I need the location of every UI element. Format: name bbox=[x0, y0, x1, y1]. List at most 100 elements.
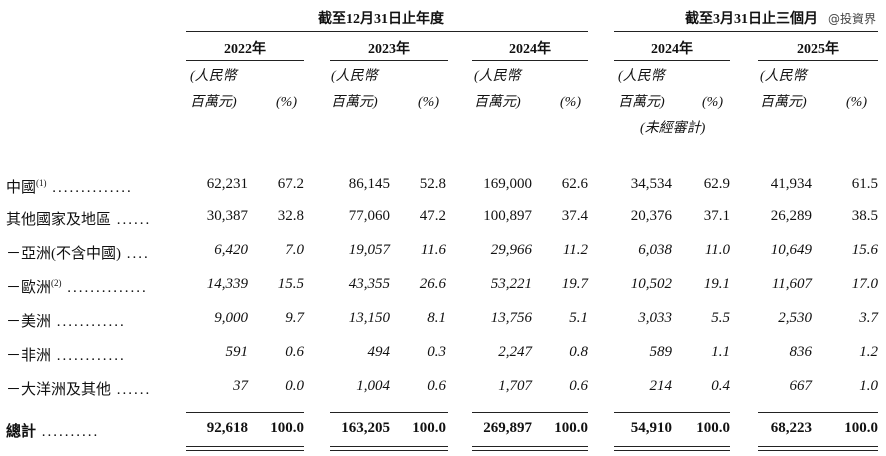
row-label: －大洋洲及其他 ...... bbox=[6, 378, 151, 399]
total-double-rule bbox=[614, 446, 730, 447]
row-label-text: －美洲 bbox=[6, 314, 52, 330]
total-row-label: 總計 .......... bbox=[6, 420, 99, 441]
column-year-header: 2023年 bbox=[368, 42, 410, 57]
amount-cell: 37 bbox=[233, 378, 248, 394]
column-year-rule bbox=[186, 60, 304, 61]
row-label: 中國(1) .............. bbox=[6, 176, 133, 197]
amount-cell: 2,530 bbox=[778, 310, 812, 326]
amount-cell: 214 bbox=[649, 378, 673, 394]
total-double-rule bbox=[472, 446, 588, 447]
percent-cell: 7.0 bbox=[285, 242, 304, 258]
percent-cell: 0.6 bbox=[569, 378, 588, 394]
row-label: －亞洲(不含中國) .... bbox=[6, 242, 150, 263]
row-label: 其他國家及地區 ...... bbox=[6, 208, 151, 229]
total-double-rule bbox=[186, 446, 304, 447]
percent-cell: 1.0 bbox=[859, 378, 878, 394]
row-label-text: －非洲 bbox=[6, 348, 52, 364]
percent-cell: 32.8 bbox=[277, 208, 304, 224]
percent-cell: 3.7 bbox=[859, 310, 878, 326]
percent-cell: 0.3 bbox=[427, 344, 446, 360]
amount-cell: 6,420 bbox=[214, 242, 248, 258]
leader-dots: ............ bbox=[51, 314, 126, 330]
amount-unit-label: 百萬元) bbox=[190, 95, 237, 110]
amount-cell: 30,387 bbox=[206, 208, 248, 224]
amount-cell: 53,221 bbox=[490, 276, 532, 292]
amount-cell: 2,247 bbox=[498, 344, 532, 360]
amount-cell: 29,966 bbox=[490, 242, 532, 258]
amount-cell: 92,618 bbox=[206, 420, 248, 436]
total-top-rule bbox=[472, 412, 588, 413]
amount-cell: 591 bbox=[225, 344, 249, 360]
total-double-rule bbox=[330, 446, 448, 447]
amount-cell: 68,223 bbox=[770, 420, 812, 436]
column-year-header: 2024年 bbox=[651, 42, 693, 57]
percent-cell: 61.5 bbox=[851, 176, 878, 192]
percent-cell: 0.0 bbox=[285, 378, 304, 394]
amount-cell: 13,756 bbox=[490, 310, 532, 326]
row-label-text: －亞洲(不含中國) bbox=[6, 246, 121, 262]
amount-cell: 494 bbox=[367, 344, 391, 360]
total-double-rule bbox=[758, 446, 878, 447]
amount-unit-label: (人民幣 bbox=[618, 69, 665, 84]
percent-cell: 100.0 bbox=[844, 420, 878, 436]
total-top-rule bbox=[186, 412, 304, 413]
total-double-rule bbox=[472, 450, 588, 451]
header-quarter-group: 截至3月31日止三個月 bbox=[685, 12, 818, 27]
row-label: －歐洲(2) .............. bbox=[6, 276, 148, 297]
rule-year-group bbox=[186, 31, 588, 32]
row-label-text: －歐洲 bbox=[6, 280, 52, 296]
leader-dots: .............. bbox=[61, 280, 148, 296]
percent-cell: 11.0 bbox=[704, 242, 730, 258]
percent-cell: 15.5 bbox=[277, 276, 304, 292]
percent-cell: 100.0 bbox=[554, 420, 588, 436]
amount-cell: 1,707 bbox=[498, 378, 532, 394]
percent-cell: 15.6 bbox=[851, 242, 878, 258]
percent-cell: 52.8 bbox=[419, 176, 446, 192]
rule-quarter-group bbox=[614, 31, 878, 32]
amount-cell: 589 bbox=[649, 344, 673, 360]
amount-cell: 10,649 bbox=[770, 242, 812, 258]
row-label-text: 其他國家及地區 bbox=[6, 212, 112, 228]
amount-cell: 836 bbox=[789, 344, 813, 360]
amount-cell: 86,145 bbox=[348, 176, 390, 192]
percent-cell: 62.9 bbox=[703, 176, 730, 192]
percent-cell: 0.4 bbox=[711, 378, 730, 394]
percent-cell: 100.0 bbox=[696, 420, 730, 436]
amount-cell: 13,150 bbox=[348, 310, 390, 326]
amount-cell: 9,000 bbox=[214, 310, 248, 326]
total-double-rule bbox=[186, 450, 304, 451]
percent-unit-label: (%) bbox=[418, 95, 439, 110]
amount-cell: 1,004 bbox=[356, 378, 390, 394]
leader-dots: ...... bbox=[111, 212, 152, 228]
column-year-rule bbox=[614, 60, 730, 61]
column-year-header: 2022年 bbox=[224, 42, 266, 57]
percent-cell: 26.6 bbox=[419, 276, 446, 292]
percent-cell: 37.1 bbox=[703, 208, 730, 224]
amount-unit-label: (人民幣 bbox=[190, 69, 237, 84]
watermark: @投資界 bbox=[827, 12, 876, 26]
amount-cell: 41,934 bbox=[770, 176, 812, 192]
percent-cell: 0.6 bbox=[285, 344, 304, 360]
amount-cell: 20,376 bbox=[630, 208, 672, 224]
amount-unit-label: 百萬元) bbox=[474, 95, 521, 110]
amount-cell: 3,033 bbox=[638, 310, 672, 326]
amount-cell: 14,339 bbox=[206, 276, 248, 292]
percent-unit-label: (%) bbox=[846, 95, 867, 110]
percent-cell: 8.1 bbox=[427, 310, 446, 326]
percent-unit-label: (%) bbox=[276, 95, 297, 110]
total-double-rule bbox=[758, 450, 878, 451]
amount-cell: 77,060 bbox=[348, 208, 390, 224]
footnote-marker: (1) bbox=[36, 178, 47, 188]
percent-unit-label: (%) bbox=[560, 95, 581, 110]
leader-dots: ...... bbox=[111, 382, 152, 398]
percent-cell: 17.0 bbox=[851, 276, 878, 292]
amount-unit-label: 百萬元) bbox=[760, 95, 807, 110]
amount-unit-label: (人民幣 bbox=[760, 69, 807, 84]
percent-cell: 5.1 bbox=[569, 310, 588, 326]
percent-cell: 19.1 bbox=[703, 276, 730, 292]
amount-cell: 19,057 bbox=[348, 242, 390, 258]
column-year-header: 2024年 bbox=[509, 42, 551, 57]
row-label-text: －大洋洲及其他 bbox=[6, 382, 112, 398]
amount-unit-label: 百萬元) bbox=[618, 95, 665, 110]
amount-unit-label: (人民幣 bbox=[474, 69, 521, 84]
